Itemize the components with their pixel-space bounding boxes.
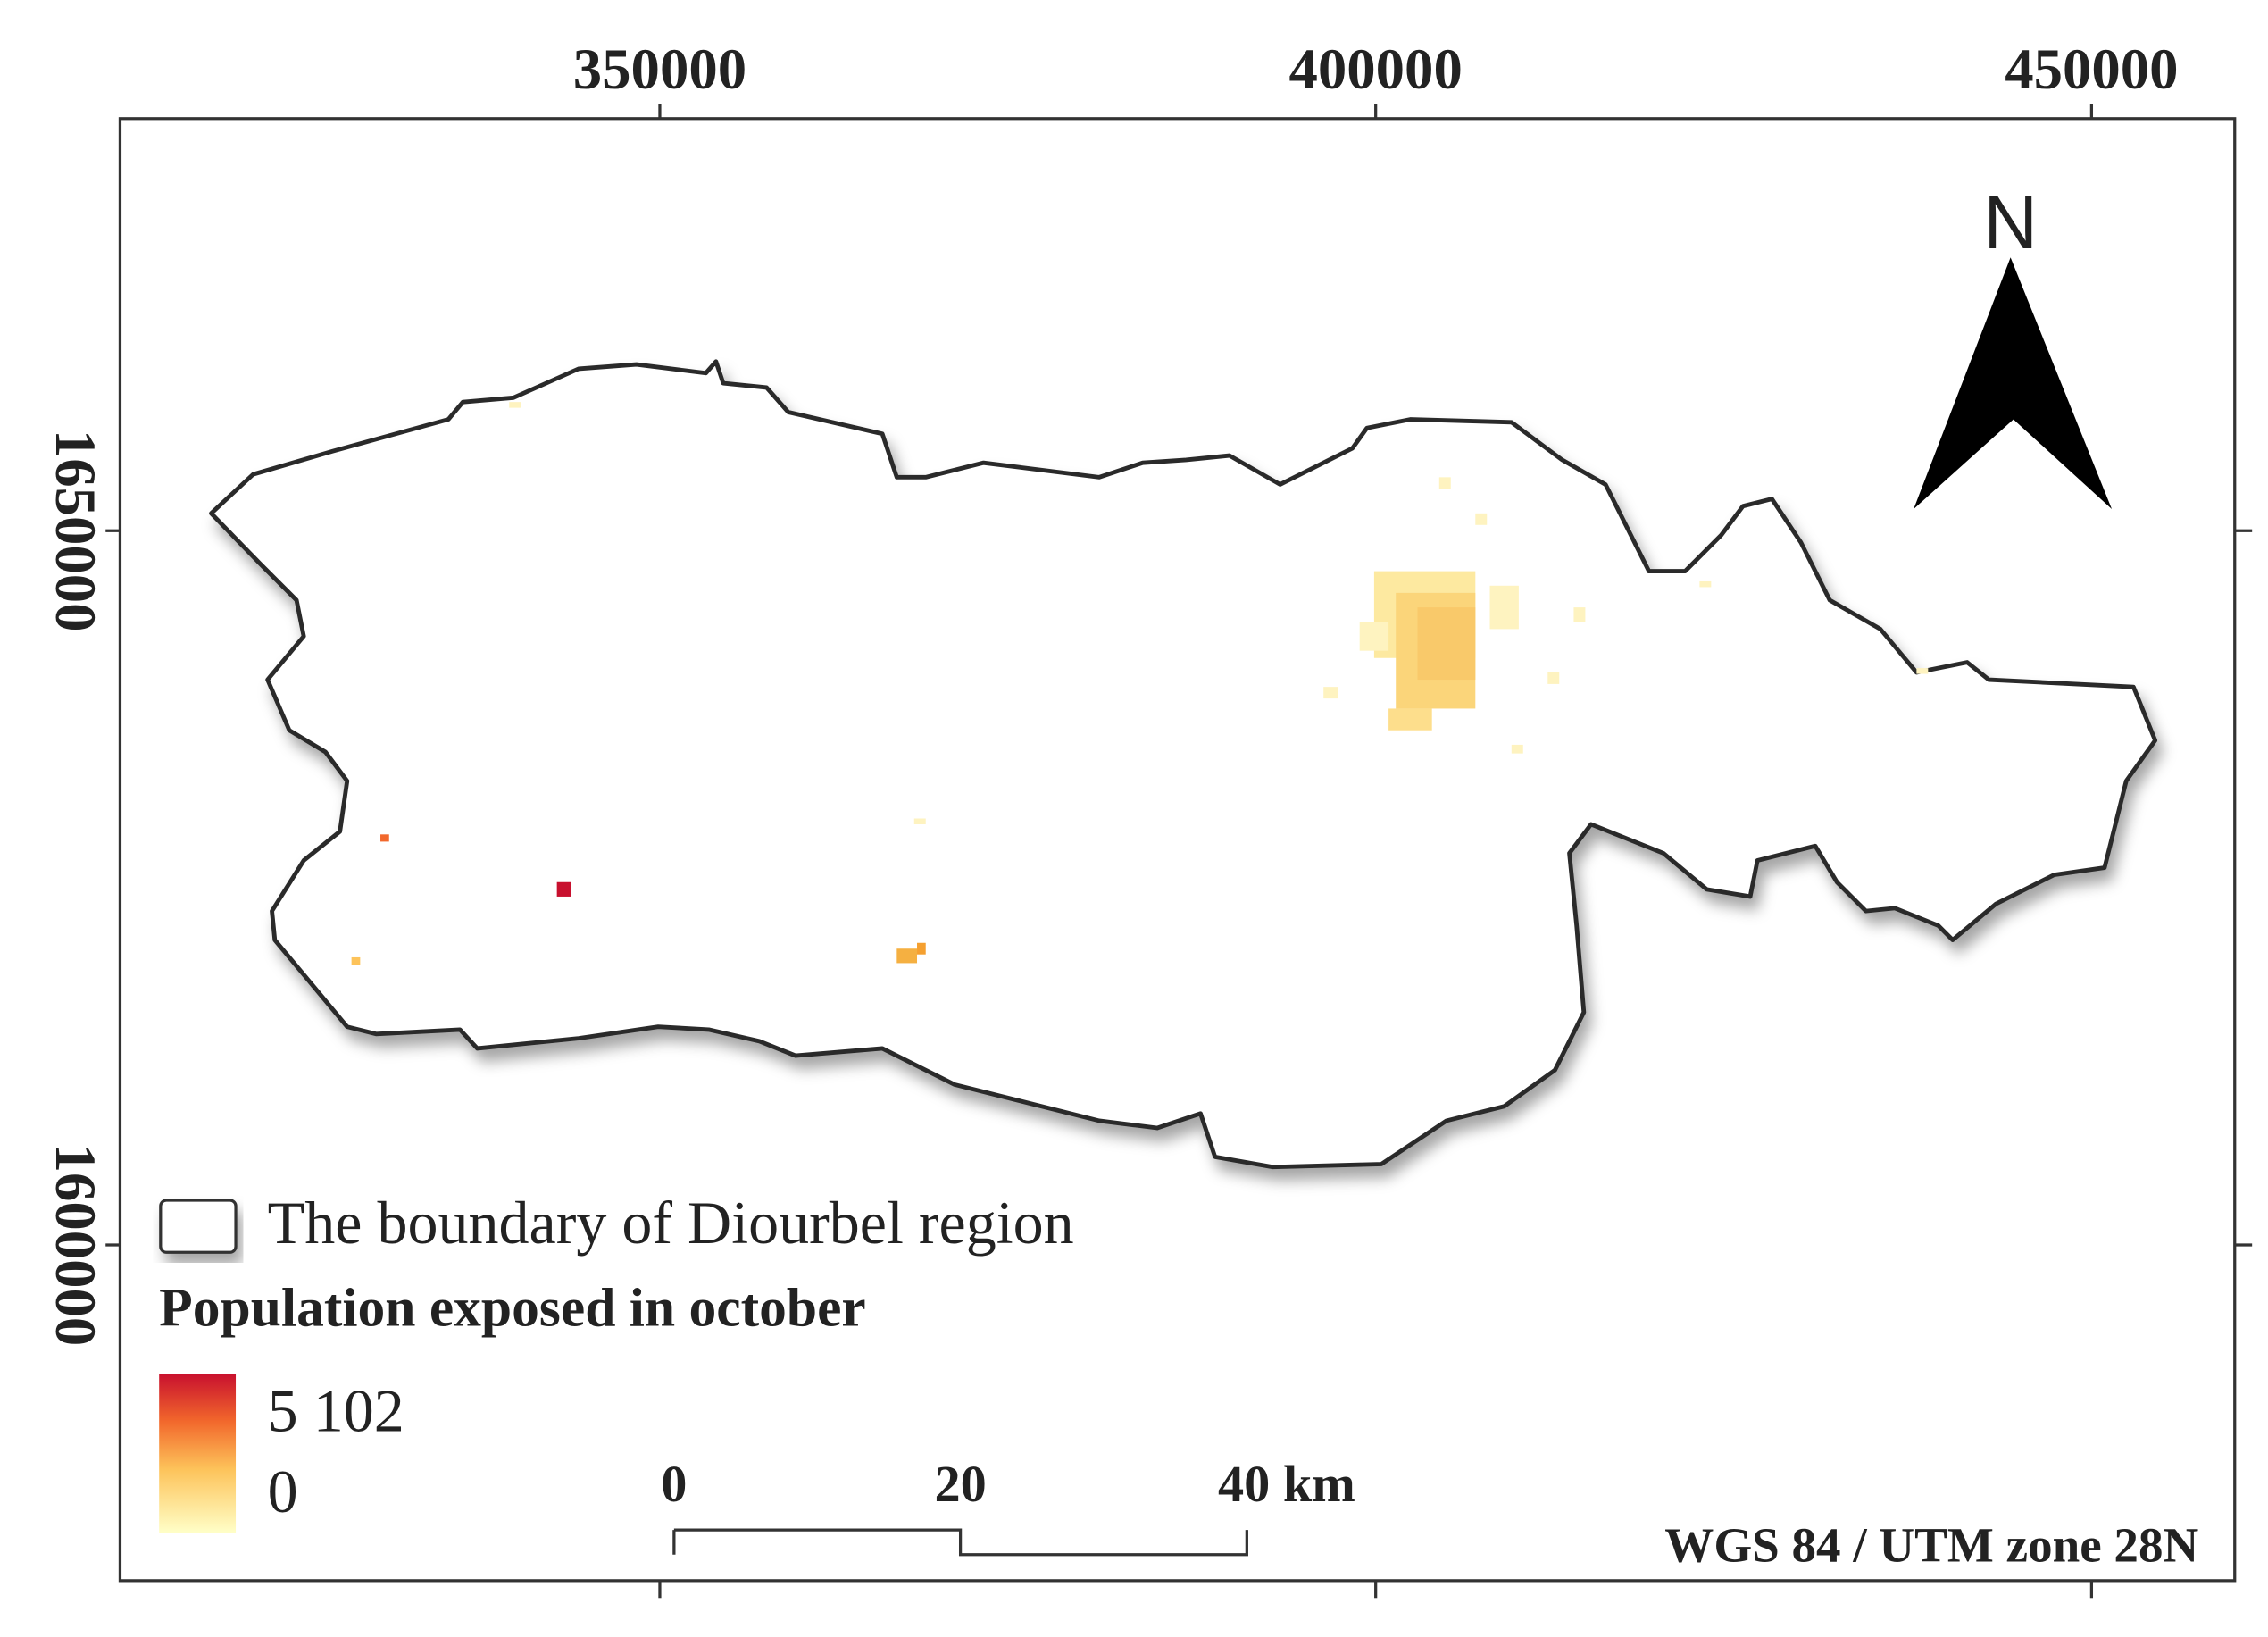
- scale-label: 0: [661, 1455, 687, 1513]
- legend: The boundary of Diourbel region Populati…: [159, 1189, 1074, 1533]
- x-tick-label: 400000: [1289, 38, 1463, 102]
- x-tick-label: 350000: [573, 38, 746, 102]
- y-tick-label: 1650000: [43, 430, 107, 632]
- north-label: N: [1983, 180, 2038, 264]
- y-tick-label: 1600000: [43, 1144, 107, 1347]
- region-boundary: [209, 359, 2158, 1170]
- legend-ramp: [159, 1374, 237, 1533]
- scale-label: 20: [934, 1455, 986, 1513]
- north-arrow: N: [1914, 180, 2113, 509]
- scale-bar: 0 20 40 km: [661, 1455, 1355, 1557]
- x-tick-label: 450000: [2005, 38, 2178, 102]
- legend-title: Population exposed in october: [159, 1277, 866, 1338]
- crs-label: WGS 84 / UTM zone 28N: [1664, 1517, 2198, 1572]
- legend-max: 5 102: [268, 1376, 404, 1444]
- legend-boundary-symbol: [159, 1199, 238, 1254]
- legend-min: 0: [268, 1457, 298, 1525]
- legend-boundary-label: The boundary of Diourbel region: [268, 1189, 1074, 1257]
- scale-label: 40 km: [1218, 1455, 1355, 1513]
- population-raster: [351, 402, 1929, 965]
